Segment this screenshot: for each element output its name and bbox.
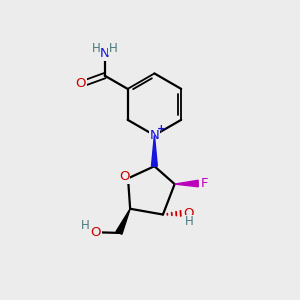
Text: O: O — [184, 207, 194, 220]
Polygon shape — [116, 209, 130, 234]
Text: H: H — [92, 42, 101, 55]
Text: H: H — [184, 215, 193, 228]
Polygon shape — [175, 180, 198, 187]
Text: O: O — [119, 170, 129, 183]
Text: H: H — [109, 42, 117, 55]
Text: H: H — [81, 219, 90, 232]
Text: +: + — [157, 124, 165, 134]
Text: O: O — [90, 226, 101, 239]
Text: N: N — [100, 47, 110, 60]
Text: F: F — [200, 177, 208, 190]
Polygon shape — [152, 135, 158, 166]
Text: N: N — [149, 129, 159, 142]
Text: O: O — [76, 77, 86, 90]
